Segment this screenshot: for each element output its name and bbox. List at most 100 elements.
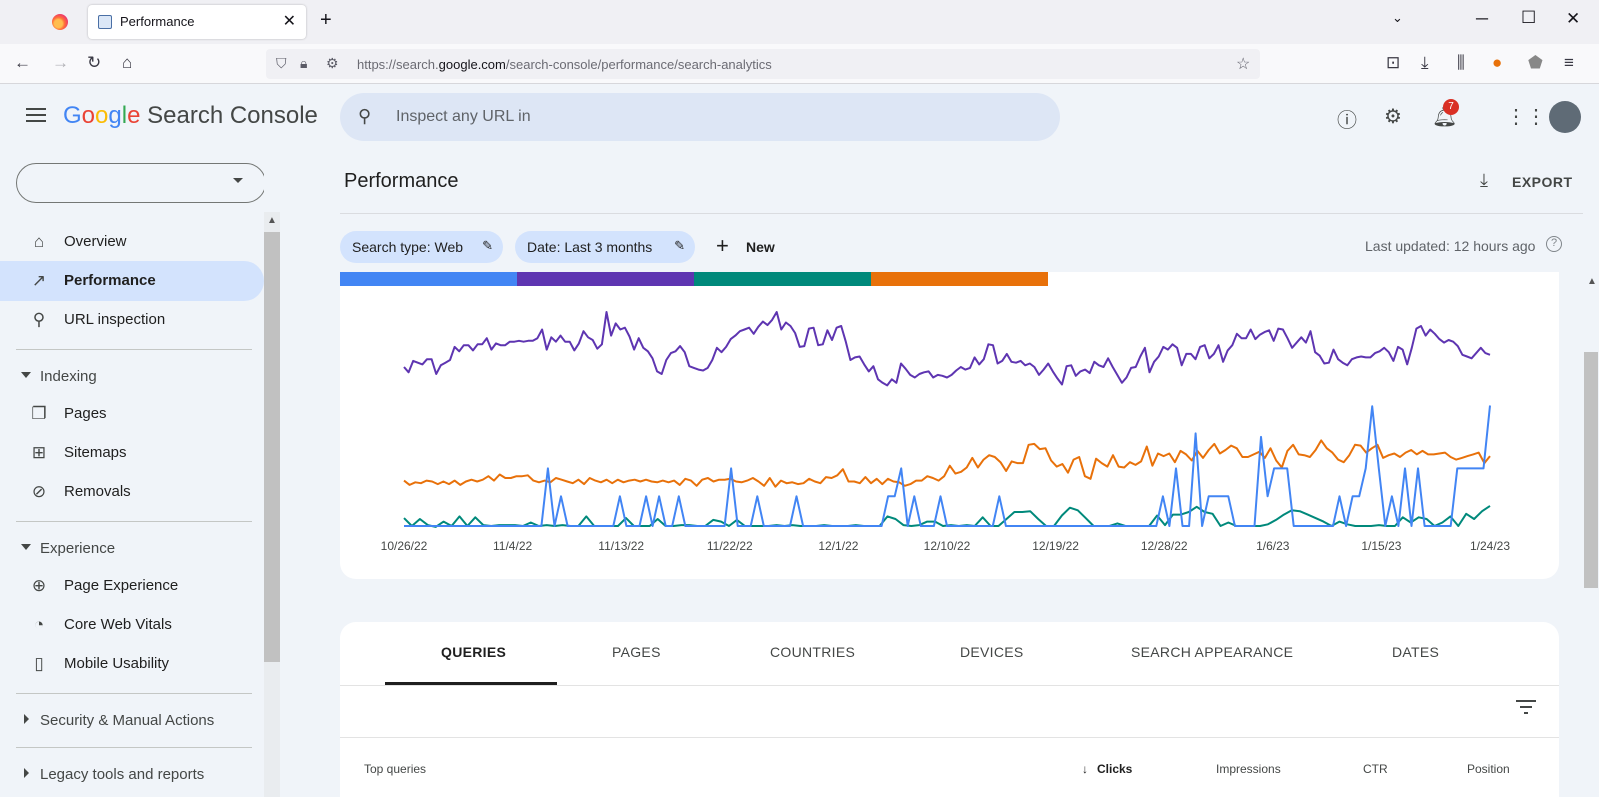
column-header-position[interactable]: Position xyxy=(1467,762,1510,776)
tab-dates[interactable]: DATES xyxy=(1392,644,1440,660)
sidebar-scrollbar[interactable]: ▲ xyxy=(264,212,280,797)
search-icon: ⚲ xyxy=(358,106,372,126)
page-title: Performance xyxy=(344,170,459,192)
filter-icon[interactable] xyxy=(1516,700,1536,714)
reload-icon[interactable]: ↻ xyxy=(87,53,102,72)
main-content: Performance ⤓ EXPORT Search type: Web ✎ … xyxy=(280,152,1583,797)
performance-line-chart: 10/26/22 11/4/22 11/13/22 11/22/22 12/1/22 12… xyxy=(340,272,1510,553)
column-header-clicks[interactable]: Clicks xyxy=(1097,762,1133,776)
sidebar-item-core-web-vitals[interactable]: ◔ Core Web Vitals xyxy=(0,605,264,645)
x-tick-label: 12/1/22 xyxy=(818,539,858,553)
sidebar-item-sitemaps[interactable]: ⊞ Sitemaps xyxy=(0,433,264,473)
download-icon: ⤓ xyxy=(1480,170,1488,190)
sidebar-item-label: URL inspection xyxy=(64,311,166,328)
scroll-up-arrow-icon[interactable]: ▲ xyxy=(1587,276,1597,287)
edit-pencil-icon[interactable]: ✎ xyxy=(482,238,493,253)
sidebar-section-security[interactable]: Security & Manual Actions xyxy=(0,700,264,740)
expand-triangle-icon xyxy=(21,544,31,550)
main-scrollbar[interactable]: ▲ xyxy=(1583,276,1599,797)
column-header-impressions[interactable]: Impressions xyxy=(1216,762,1281,776)
sidebar-section-legacy[interactable]: Legacy tools and reports xyxy=(0,754,264,794)
scroll-up-arrow-icon[interactable]: ▲ xyxy=(267,215,277,226)
tab-close-icon[interactable]: ✕ xyxy=(282,13,296,30)
sidebar-item-url-inspection[interactable]: ⚲ URL inspection xyxy=(0,300,264,340)
property-selector[interactable] xyxy=(16,163,264,203)
sidebar-item-pages[interactable]: ❐ Pages xyxy=(0,394,264,434)
column-header-top-queries[interactable]: Top queries xyxy=(364,762,427,776)
x-tick-label: 1/6/23 xyxy=(1256,539,1290,553)
maximize-icon[interactable]: ☐ xyxy=(1521,8,1537,27)
speed-gauge-icon: ◔ xyxy=(33,615,45,634)
url-bar[interactable]: ⛉ 🔒︎ ⚙ https://search.google.com/search-… xyxy=(266,49,1260,79)
firefox-logo-icon[interactable] xyxy=(52,14,68,30)
url-inspect-search[interactable]: ⚲ xyxy=(340,93,1060,141)
sidebar-item-mobile-usability[interactable]: ▯ Mobile Usability xyxy=(0,644,264,684)
new-filter-button[interactable]: + New xyxy=(716,231,786,263)
metric-color-bar[interactable] xyxy=(694,272,871,286)
close-window-icon[interactable]: ✕ xyxy=(1566,9,1581,28)
search-type-filter-chip[interactable]: Search type: Web ✎ xyxy=(340,231,503,263)
smartphone-icon: ▯ xyxy=(34,654,44,673)
series-line xyxy=(403,311,1491,387)
sidebar-item-label: Removals xyxy=(64,483,131,500)
shield-icon[interactable]: ⛉ xyxy=(276,55,287,71)
new-filter-label: New xyxy=(746,239,775,255)
home-icon[interactable]: ⌂ xyxy=(122,53,133,72)
extension-icon[interactable]: ● xyxy=(1492,53,1503,72)
forward-icon[interactable]: → xyxy=(52,53,69,72)
tab-queries[interactable]: QUERIES xyxy=(441,644,507,660)
x-tick-label: 11/13/22 xyxy=(598,539,644,553)
manage-users-icon[interactable]: ⚙ xyxy=(1384,106,1402,128)
date-filter-chip[interactable]: Date: Last 3 months ✎ xyxy=(515,231,695,263)
search-console-logo[interactable]: Google Search Console xyxy=(63,102,318,129)
sidebar-item-label: Core Web Vitals xyxy=(64,616,172,633)
metric-color-bar[interactable] xyxy=(517,272,694,286)
divider xyxy=(16,747,252,748)
minimize-icon[interactable]: ─ xyxy=(1476,9,1489,28)
metric-color-bar[interactable] xyxy=(340,272,517,286)
browser-tab[interactable]: Performance ✕ xyxy=(88,5,306,39)
downloads-icon[interactable]: ⤓ xyxy=(1421,53,1429,72)
bookmark-star-icon[interactable]: ☆ xyxy=(1236,56,1251,73)
lock-icon[interactable]: 🔒︎ xyxy=(300,55,308,71)
back-icon[interactable]: ← xyxy=(14,53,31,72)
tab-favicon-icon xyxy=(98,15,112,29)
pocket-icon[interactable]: ⊡ xyxy=(1386,53,1401,72)
menu-icon[interactable]: ≡ xyxy=(1564,53,1574,72)
tab-pages[interactable]: PAGES xyxy=(612,644,661,660)
sitemap-icon: ⊞ xyxy=(31,443,47,462)
permissions-icon[interactable]: ⚙ xyxy=(326,55,339,71)
extension-shield-icon[interactable]: ⬟ xyxy=(1528,53,1543,72)
main-menu-icon[interactable] xyxy=(26,108,46,122)
notification-count-badge: 7 xyxy=(1443,99,1459,115)
home-icon: ⌂ xyxy=(33,232,45,251)
sidebar-item-removals[interactable]: ⊘ Removals xyxy=(0,472,264,512)
tab-list-chevron-icon[interactable]: ⌄ xyxy=(1392,10,1403,25)
column-header-ctr[interactable]: CTR xyxy=(1363,762,1388,776)
chip-label: Search type: Web xyxy=(352,239,464,255)
library-icon[interactable]: ⫼ xyxy=(1457,53,1465,72)
x-tick-label: 10/26/22 xyxy=(381,539,428,553)
sort-arrow-down-icon[interactable]: ↓ xyxy=(1082,762,1088,776)
metric-color-bar[interactable] xyxy=(871,272,1048,286)
help-icon[interactable]: ⓘ xyxy=(1337,110,1357,132)
tab-devices[interactable]: DEVICES xyxy=(960,644,1024,660)
active-tab-indicator xyxy=(385,682,557,685)
sidebar-item-performance[interactable]: ↗ Performance xyxy=(0,261,264,301)
tab-search-appearance[interactable]: SEARCH APPEARANCE xyxy=(1131,644,1294,660)
sidebar-item-overview[interactable]: ⌂ Overview xyxy=(0,222,264,262)
sidebar-section-experience[interactable]: Experience xyxy=(0,528,264,568)
tab-countries[interactable]: COUNTRIES xyxy=(770,644,856,660)
help-icon[interactable]: ? xyxy=(1546,236,1562,252)
account-avatar[interactable] xyxy=(1549,101,1581,133)
scrollbar-thumb[interactable] xyxy=(264,232,280,662)
search-input[interactable] xyxy=(396,105,996,129)
sidebar-section-indexing[interactable]: Indexing xyxy=(0,356,264,396)
sidebar-item-page-experience[interactable]: ⊕ Page Experience xyxy=(0,566,264,606)
sidebar-item-label: Sitemaps xyxy=(64,444,127,461)
add-circle-icon: ⊕ xyxy=(31,576,47,595)
scrollbar-thumb[interactable] xyxy=(1584,352,1598,588)
new-tab-button[interactable]: + xyxy=(320,9,332,31)
url-text[interactable]: https://search.google.com/search-console… xyxy=(357,57,772,72)
edit-pencil-icon[interactable]: ✎ xyxy=(674,238,685,253)
